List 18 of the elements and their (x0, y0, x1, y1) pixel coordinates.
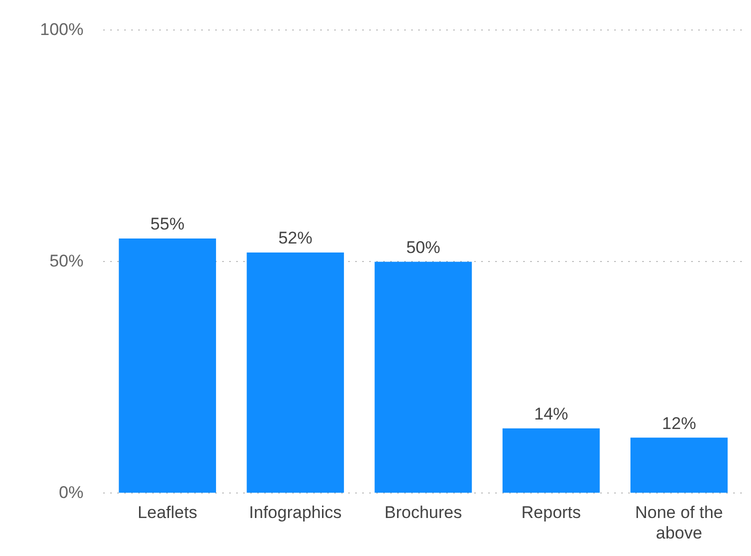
data-label: 12% (662, 414, 696, 433)
bar (374, 262, 472, 493)
bar (630, 438, 728, 493)
bar (502, 428, 600, 493)
y-tick-label: 100% (40, 20, 84, 39)
bar (118, 238, 216, 493)
x-tick-label: Leaflets (138, 503, 198, 522)
x-tick-label: Brochures (384, 503, 462, 522)
x-tick-label: Reports (521, 503, 581, 522)
y-tick-label: 0% (58, 482, 84, 502)
y-tick-label: 50% (49, 251, 84, 270)
data-label: 14% (534, 404, 568, 424)
bar (246, 252, 344, 493)
data-label: 52% (278, 228, 312, 248)
data-label: 50% (406, 238, 440, 257)
x-tick-label: None of the above (635, 503, 723, 542)
x-tick-label: Infographics (249, 503, 342, 522)
data-label: 55% (150, 214, 184, 234)
